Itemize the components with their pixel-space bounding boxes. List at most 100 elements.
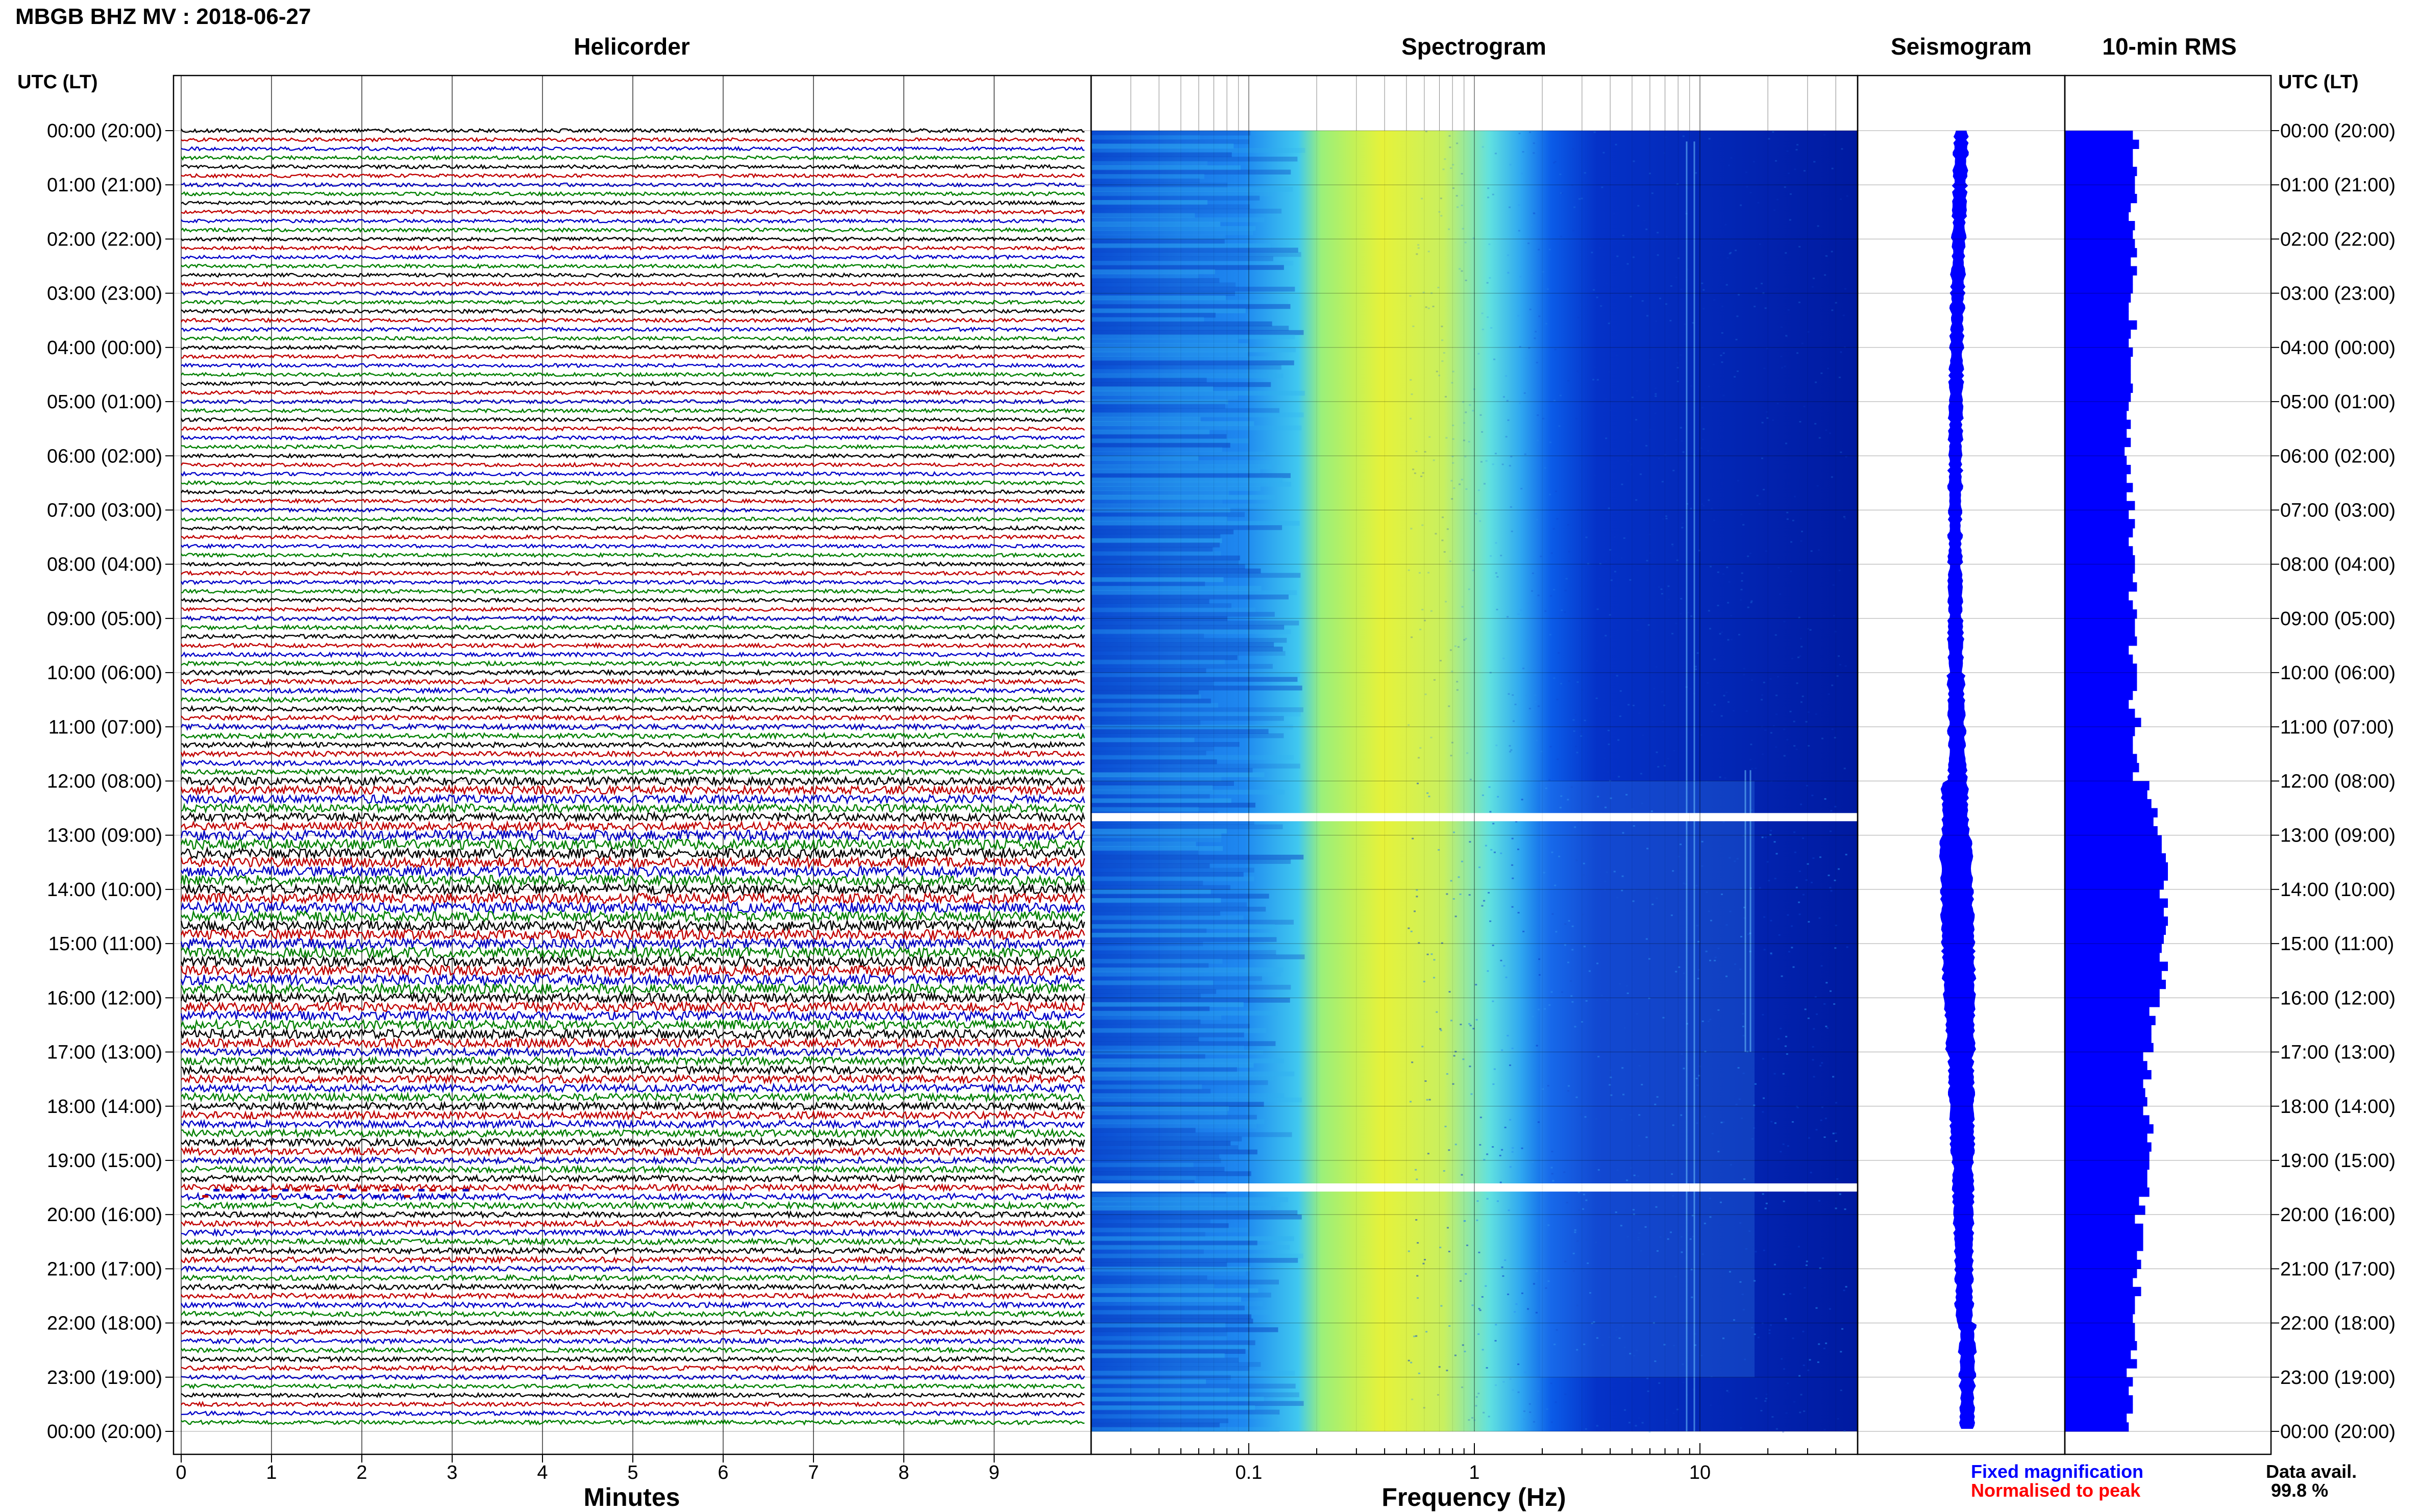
spectrogram-band	[1091, 733, 1284, 738]
spectrogram-speckle	[1471, 1417, 1474, 1419]
spectrogram-speckle	[1692, 1389, 1694, 1391]
spectrogram-speckle	[1534, 337, 1536, 339]
helicorder-trace-row-106	[180, 1082, 1085, 1094]
rms-bar-40	[2065, 492, 2127, 502]
spectrogram-speckle	[1463, 439, 1465, 441]
spectrogram-speckle	[1421, 197, 1423, 200]
spectrogram-speckle	[1734, 376, 1736, 378]
helicorder-trace-row-14	[181, 254, 1085, 261]
spectrogram-speckle	[1769, 678, 1772, 680]
spectrogram-band	[1091, 143, 1234, 148]
spectrogram-speckle	[1783, 755, 1786, 757]
spectrogram-speckle	[1798, 1375, 1801, 1377]
rms-bar-18	[2065, 293, 2131, 303]
right-hour-label: 03:00 (23:00)	[2280, 283, 2396, 305]
helicorder-trace-row-19	[181, 299, 1085, 306]
helicorder-title: Helicorder	[574, 33, 690, 60]
spectrogram-speckle	[1772, 131, 1774, 133]
rms-bar-72	[2065, 781, 2150, 790]
spectrogram-speckle	[1469, 1065, 1471, 1068]
spectrogram-speckle	[1761, 694, 1763, 696]
spectrogram-speckle	[1725, 924, 1728, 926]
spectrogram-band	[1091, 577, 1224, 582]
spectrogram-speckle	[1623, 1027, 1626, 1029]
spectrogram-speckle	[1483, 1159, 1486, 1161]
rms-bar-49	[2065, 573, 2133, 583]
spectrogram-speckle	[1506, 400, 1509, 402]
spectrogram-speckle	[1581, 1021, 1584, 1023]
spectrogram-speckle	[1675, 971, 1677, 973]
spectrogram-speckle	[1412, 837, 1414, 839]
helicorder-trace-row-103	[181, 1055, 1085, 1068]
spectrogram-speckle	[1410, 379, 1412, 381]
spectrogram-speckle	[1629, 1353, 1632, 1355]
spectrogram-speckle	[1524, 453, 1526, 455]
spectrogram-speckle	[1743, 1178, 1746, 1180]
spectrogram-band	[1091, 1284, 1215, 1289]
spectrogram-speckle	[1784, 186, 1786, 188]
spectrogram-speckle	[1647, 1390, 1649, 1392]
spectrogram-speckle	[1632, 900, 1635, 902]
spectrogram-speckle	[1713, 658, 1716, 660]
spectrogram-speckle	[1596, 660, 1598, 662]
spectrogram-speckle	[1825, 1025, 1828, 1027]
spectrogram-speckle	[1830, 830, 1832, 832]
spectrogram-band	[1091, 920, 1294, 925]
panel-frame-0	[172, 75, 1092, 1455]
spectrogram-speckle	[1418, 757, 1420, 759]
spectrogram-band	[1091, 399, 1228, 405]
spectrogram-speckle	[1680, 427, 1682, 429]
spectrogram-speckle	[1675, 439, 1677, 441]
spectrogram-band	[1091, 564, 1245, 569]
spectrogram-speckle	[1730, 638, 1733, 640]
spectrogram-band	[1091, 442, 1230, 448]
spectrogram-speckle	[1792, 1337, 1794, 1340]
spectrogram-band	[1091, 742, 1240, 747]
spectrogram-band	[1091, 456, 1199, 461]
spectrogram-speckle	[1786, 335, 1788, 337]
spectrogram-speckle	[1492, 463, 1494, 465]
helicorder-trace-row-11	[181, 227, 1085, 233]
helicorder-trace-row-13	[181, 244, 1085, 252]
spectrogram-speckle	[1721, 332, 1723, 334]
rms-bar-19	[2065, 302, 2129, 312]
spectrogram-speckle	[1548, 779, 1551, 781]
spectrogram-speckle	[1797, 1246, 1800, 1248]
spectrogram-band	[1091, 1145, 1239, 1150]
spectrogram-speckle	[1599, 247, 1601, 249]
spectrogram-speckle	[1842, 314, 1845, 316]
spectrogram-speckle	[1485, 1285, 1487, 1287]
spectrogram-speckle	[1577, 821, 1580, 823]
spectrogram-band	[1091, 1397, 1264, 1402]
spectrogram-speckle	[1711, 710, 1713, 712]
spectrogram-speckle	[1426, 792, 1429, 794]
left-hour-label: 00:00 (20:00)	[47, 120, 162, 142]
spectrogram-speckle	[1410, 1101, 1412, 1103]
spectrogram-speckle	[1425, 306, 1427, 308]
spectrogram-speckle	[1653, 688, 1656, 690]
rms-bar-84	[2065, 889, 2160, 899]
spectrogram-speckle	[1796, 144, 1799, 146]
left-hour-label: 15:00 (11:00)	[48, 933, 162, 955]
spectrogram-speckle	[1509, 465, 1511, 467]
spectrogram-band	[1091, 798, 1231, 803]
helicorder-trace-row-23	[181, 335, 1085, 342]
spectrogram-band	[1091, 924, 1275, 929]
spectrogram-band	[1091, 338, 1239, 344]
spectrogram-speckle	[1782, 1431, 1785, 1433]
helicorder-trace-row-5	[181, 172, 1085, 179]
spectrogram-speckle	[1430, 953, 1433, 955]
spectrogram-speckle	[1479, 1117, 1482, 1119]
spectrogram-speckle	[1836, 675, 1839, 677]
spectrogram-speckle	[1522, 930, 1525, 932]
spectrogram-speckle	[1747, 606, 1749, 608]
spectrogram-panel	[1091, 76, 1858, 1454]
spectrogram-band	[1091, 789, 1285, 795]
spectrogram-band	[1091, 217, 1265, 222]
spectrogram-speckle	[1633, 825, 1635, 827]
helicorder-trace-row-64	[181, 705, 1085, 713]
spectrogram-speckle	[1844, 665, 1847, 667]
spectrogram-speckle	[1741, 1294, 1744, 1296]
spectrogram-speckle	[1523, 392, 1526, 394]
helicorder-trace-row-119	[181, 1200, 1085, 1211]
